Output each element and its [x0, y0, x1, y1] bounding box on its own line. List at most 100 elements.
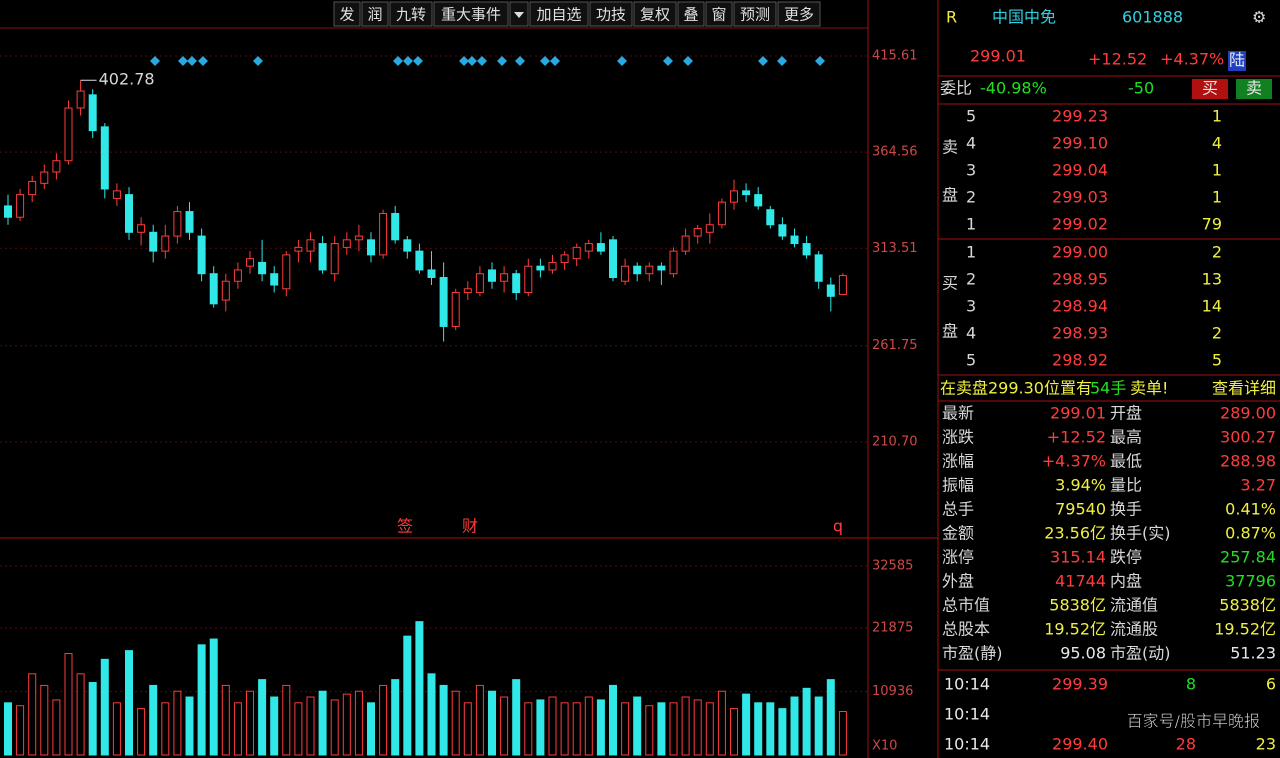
- volume-bar: [112, 702, 121, 756]
- candle-body: [826, 284, 835, 297]
- book-label: 买: [942, 274, 958, 293]
- y-tick-label: 32585: [872, 559, 913, 574]
- candle-body: [379, 212, 388, 256]
- toolbar-label: 润: [367, 6, 382, 24]
- book-level: 5: [966, 107, 976, 126]
- toolbar-button[interactable]: [389, 1, 433, 27]
- candle-body: [306, 239, 315, 252]
- change-pct: +4.37%: [1160, 50, 1224, 69]
- toolbar-button[interactable]: [633, 1, 677, 27]
- tick-count: 6: [1266, 675, 1276, 694]
- tag-box: [1228, 51, 1246, 71]
- event-marker[interactable]: [550, 56, 560, 66]
- event-marker[interactable]: [413, 56, 423, 66]
- notice-qty: 54手: [1090, 379, 1126, 398]
- toolbar-button[interactable]: [333, 1, 361, 27]
- sell-button[interactable]: [1236, 79, 1272, 99]
- volume-bar: [451, 690, 460, 756]
- candle-body: [742, 190, 751, 196]
- book-level: 3: [966, 161, 976, 180]
- candle-body: [342, 239, 351, 248]
- candle-body: [76, 90, 85, 109]
- toolbar-button[interactable]: [529, 1, 589, 27]
- event-marker[interactable]: [758, 56, 768, 66]
- candle-body: [621, 265, 630, 282]
- toolbar-button[interactable]: [589, 1, 633, 27]
- stat-value: 315.14: [1050, 548, 1106, 567]
- volume-bar: [233, 702, 242, 756]
- volume-bar: [52, 699, 61, 756]
- book-volume: 13: [1202, 270, 1222, 289]
- stat-value: 299.01: [1050, 404, 1106, 423]
- book-volume: 79: [1202, 215, 1222, 234]
- volume-bar: [76, 673, 85, 756]
- event-marker[interactable]: [497, 56, 507, 66]
- stat-label: 金额: [942, 524, 974, 543]
- stat-label: 开盘: [1110, 404, 1142, 423]
- toolbar-button[interactable]: [677, 1, 705, 27]
- y-tick-label: 261.75: [872, 338, 918, 353]
- candle-body: [282, 254, 291, 290]
- event-marker[interactable]: [198, 56, 208, 66]
- candle-body: [802, 243, 811, 256]
- book-price: 299.03: [1052, 188, 1108, 207]
- book-price: 298.93: [1052, 324, 1108, 343]
- candle-body: [354, 235, 363, 241]
- volume-bar: [100, 658, 109, 756]
- event-marker[interactable]: [477, 56, 487, 66]
- candle-body: [197, 235, 206, 275]
- volume-bar: [354, 690, 363, 756]
- event-marker[interactable]: [178, 56, 188, 66]
- volume-bar: [270, 696, 279, 756]
- event-marker[interactable]: [515, 56, 525, 66]
- stat-label: 最高: [1110, 428, 1142, 447]
- buy-button[interactable]: [1192, 79, 1228, 99]
- notice-link[interactable]: 查看详细: [1212, 379, 1276, 398]
- event-marker[interactable]: [187, 56, 197, 66]
- stat-label: 振幅: [942, 476, 974, 495]
- candle-body: [367, 239, 375, 256]
- stat-label: 市盈(静): [942, 644, 1003, 663]
- volume-bar: [197, 644, 206, 756]
- candle-body: [730, 190, 738, 203]
- stat-value: +4.37%: [1042, 452, 1106, 471]
- volume-bar: [294, 702, 303, 756]
- event-marker[interactable]: [617, 56, 627, 66]
- toolbar-label: 复权: [640, 6, 670, 24]
- candle-body: [657, 265, 666, 271]
- toolbar-button[interactable]: [777, 1, 821, 27]
- volume-bar: [584, 696, 593, 756]
- tick-price: 299.39: [1052, 675, 1108, 694]
- candle-body: [125, 194, 133, 233]
- volume-bar: [742, 693, 751, 756]
- candle-body: [64, 107, 73, 162]
- candle-body: [403, 239, 412, 252]
- y-tick-label: 415.61: [872, 49, 918, 64]
- book-level: 1: [966, 243, 976, 262]
- event-marker[interactable]: [150, 56, 160, 66]
- settings-icon[interactable]: ⚙: [1252, 8, 1266, 27]
- candle-body: [463, 288, 472, 294]
- event-marker[interactable]: [777, 56, 787, 66]
- toolbar-button[interactable]: [733, 1, 777, 27]
- event-marker[interactable]: [253, 56, 263, 66]
- event-marker[interactable]: [815, 56, 825, 66]
- toolbar-button[interactable]: [361, 1, 389, 27]
- weibi-diff: -50: [1128, 79, 1154, 98]
- event-marker[interactable]: [393, 56, 403, 66]
- stat-value: 289.00: [1220, 404, 1276, 423]
- book-price: 299.02: [1052, 215, 1108, 234]
- event-marker[interactable]: [467, 56, 477, 66]
- volume-bar: [717, 690, 726, 756]
- event-marker[interactable]: [459, 56, 469, 66]
- toolbar-button[interactable]: [433, 1, 509, 27]
- stat-label: 总股本: [942, 620, 990, 639]
- candle-body: [584, 243, 593, 252]
- stat-value: 288.98: [1220, 452, 1276, 471]
- event-marker[interactable]: [663, 56, 673, 66]
- event-marker[interactable]: [540, 56, 550, 66]
- candle-body: [536, 265, 545, 271]
- event-marker[interactable]: [683, 56, 693, 66]
- event-marker[interactable]: [403, 56, 413, 66]
- toolbar-button[interactable]: [705, 1, 733, 27]
